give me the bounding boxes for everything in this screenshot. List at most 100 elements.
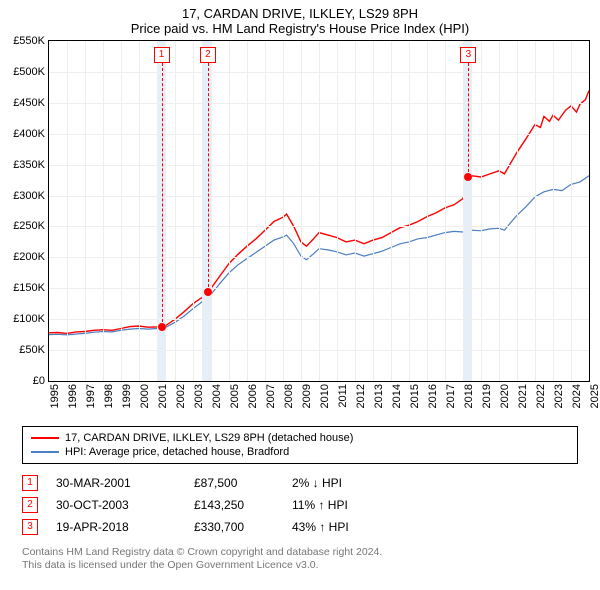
sales-row: 319-APR-2018£330,70043% ↑ HPI [22,516,578,538]
gridline-v [121,41,122,381]
sales-table: 1 30-MAR-2001 £87,500 2% ↓ HPI 2 30-OCT-2003 £… [22,472,578,538]
legend-swatch [31,451,59,453]
shaded-band [202,41,211,381]
sales-price: £87,500 [194,476,274,490]
xtick-label: 2011 [337,384,349,408]
sale-marker-box: 1 [154,47,170,63]
sales-price: £330,700 [194,520,274,534]
legend-label: 17, CARDAN DRIVE, ILKLEY, LS29 8PH (deta… [65,432,353,444]
gridline-v [67,41,68,381]
xtick-label: 2002 [175,384,187,408]
ytick-label: £0 [33,375,45,387]
chart-title: 17, CARDAN DRIVE, ILKLEY, LS29 8PH Price… [0,0,600,40]
xtick-label: 2024 [571,384,583,408]
xtick-label: 2023 [553,384,565,408]
gridline-v [571,41,572,381]
xtick-label: 2016 [427,384,439,408]
xtick-label: 2022 [535,384,547,408]
sale-marker-box: 3 [460,47,476,63]
chart-container: { "title": { "line1": "17, CARDAN DRIVE,… [0,0,600,572]
gridline-v [283,41,284,381]
gridline-v [157,41,158,381]
gridline-v [481,41,482,381]
gridline-v [553,41,554,381]
xtick-label: 2007 [265,384,277,408]
legend: 17, CARDAN DRIVE, ILKLEY, LS29 8PH (deta… [22,426,578,464]
ytick-label: £550K [13,35,45,47]
gridline-v [229,41,230,381]
xtick-label: 2017 [445,384,457,408]
ytick-label: £250K [13,220,45,232]
xtick-label: 2003 [193,384,205,408]
xtick-label: 1996 [67,384,79,408]
sales-price: £143,250 [194,498,274,512]
sales-marker: 2 [22,497,38,513]
xtick-label: 2001 [157,384,169,408]
xtick-label: 2015 [409,384,421,408]
title-subtitle: Price paid vs. HM Land Registry's House … [0,21,600,36]
sale-marker-line [162,63,163,327]
ytick-label: £500K [13,66,45,78]
gridline-v [319,41,320,381]
ytick-label: £400K [13,128,45,140]
xtick-label: 2005 [229,384,241,408]
xtick-label: 1999 [121,384,133,408]
ytick-label: £450K [13,97,45,109]
xtick-label: 2013 [373,384,385,408]
gridline-v [337,41,338,381]
legend-item: 17, CARDAN DRIVE, ILKLEY, LS29 8PH (deta… [31,431,569,445]
xtick-label: 2014 [391,384,403,408]
sales-marker: 3 [22,519,38,535]
sales-date: 19-APR-2018 [56,520,176,534]
gridline-v [355,41,356,381]
gridline-v [427,41,428,381]
sales-diff: 2% ↓ HPI [292,476,402,490]
xtick-label: 2009 [301,384,313,408]
xtick-label: 2004 [211,384,223,408]
sales-row: 2 30-OCT-2003 £143,250 11% ↑ HPI [22,494,578,516]
gridline-v [517,41,518,381]
xtick-label: 2008 [283,384,295,408]
sale-marker-line [208,63,209,292]
sales-row: 1 30-MAR-2001 £87,500 2% ↓ HPI [22,472,578,494]
sales-date: 30-OCT-2003 [56,498,176,512]
footer-line2: This data is licensed under the Open Gov… [22,559,578,572]
xtick-label: 2020 [499,384,511,408]
legend-item: HPI: Average price, detached house, Brad… [31,445,569,459]
xtick-label: 2021 [517,384,529,408]
sales-marker: 1 [22,475,38,491]
xtick-label: 1998 [103,384,115,408]
xtick-label: 2019 [481,384,493,408]
xtick-label: 2010 [319,384,331,408]
xtick-label: 2018 [463,384,475,408]
legend-label: HPI: Average price, detached house, Brad… [65,446,289,458]
gridline-v [463,41,464,381]
sale-marker-box: 2 [200,47,216,63]
gridline-v [175,41,176,381]
sales-diff: 11% ↑ HPI [292,498,402,512]
xtick-label: 2025 [589,384,600,408]
sale-marker-dot [464,173,472,181]
xtick-label: 2012 [355,384,367,408]
sales-date: 30-MAR-2001 [56,476,176,490]
footer-attribution: Contains HM Land Registry data © Crown c… [22,546,578,572]
xtick-label: 2006 [247,384,259,408]
xtick-label: 2000 [139,384,151,408]
gridline-v [247,41,248,381]
ytick-label: £150K [13,282,45,294]
title-address: 17, CARDAN DRIVE, ILKLEY, LS29 8PH [0,6,600,21]
gridline-v [391,41,392,381]
legend-swatch [31,437,59,439]
ytick-label: £350K [13,159,45,171]
sale-marker-line [468,63,469,177]
ytick-label: £50K [19,344,45,356]
gridline-v [301,41,302,381]
gridline-v [373,41,374,381]
gridline-v [193,41,194,381]
gridline-v [139,41,140,381]
gridline-v [445,41,446,381]
gridline-v [85,41,86,381]
ytick-label: £100K [13,313,45,325]
xtick-label: 1997 [85,384,97,408]
sale-marker-dot [204,288,212,296]
